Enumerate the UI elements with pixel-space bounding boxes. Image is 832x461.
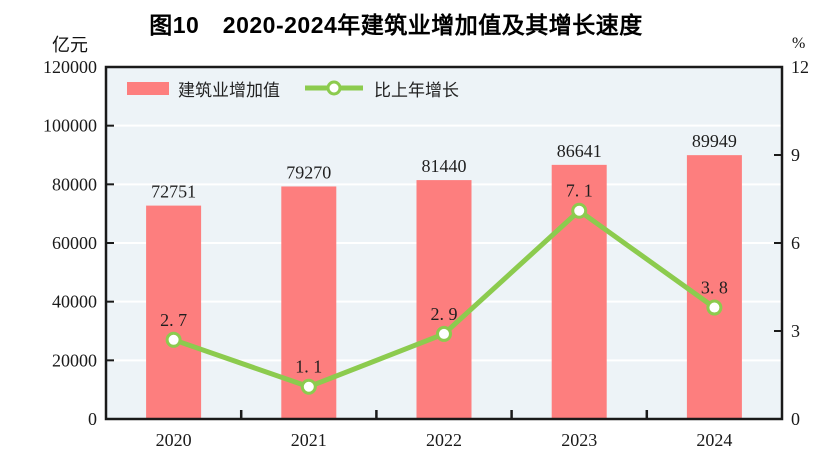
growth-point-label: 2. 7: [160, 310, 187, 330]
legend-bar-label: 建筑业增加值: [178, 80, 280, 100]
left-axis-tick-label: 120000: [43, 57, 97, 77]
growth-point-marker: [436, 325, 452, 342]
growth-point-label: 7. 1: [566, 181, 593, 201]
bar-value-label: 81440: [422, 156, 467, 176]
left-axis-tick-label: 40000: [52, 292, 97, 312]
legend-bar-swatch: [127, 81, 169, 95]
bar-value-label: 72751: [151, 182, 196, 202]
bar-value-label: 89949: [692, 131, 737, 151]
right-axis-tick-label: 12: [791, 57, 809, 77]
right-axis-tick-label: 6: [791, 233, 800, 253]
bar-2024: [686, 155, 742, 419]
x-axis-label-2020: 2020: [156, 430, 192, 450]
chart-title: 图10 2020-2024年建筑业增加值及其增长速度: [149, 12, 643, 38]
right-axis-tick-label: 0: [791, 409, 800, 429]
bar-value-label: 86641: [557, 141, 602, 161]
right-axis-tick-label: 9: [791, 145, 800, 165]
growth-point-marker: [571, 202, 588, 219]
bar-2020: [146, 205, 202, 419]
x-axis-label-2024: 2024: [696, 430, 732, 450]
legend: 建筑业增加值 比上年增长: [127, 75, 473, 101]
left-axis-tick-label: 20000: [52, 350, 97, 370]
left-axis-tick-label: 80000: [52, 174, 97, 194]
right-axis-tick-label: 3: [791, 321, 800, 341]
growth-point-label: 2. 9: [431, 304, 458, 324]
growth-point-marker: [706, 299, 723, 316]
bar-value-label: 79270: [286, 162, 331, 182]
growth-point-marker: [300, 378, 317, 395]
right-axis-unit-label: %: [792, 35, 806, 52]
legend-line-label: 比上年增长: [374, 80, 459, 100]
x-axis-label-2021: 2021: [291, 430, 327, 450]
growth-point-marker: [165, 331, 182, 348]
growth-point-label: 3. 8: [701, 278, 728, 298]
growth-point-label: 1. 1: [295, 357, 322, 377]
left-axis-tick-label: 0: [88, 409, 97, 429]
legend-line-swatch-icon: [305, 80, 363, 96]
x-axis-label-2023: 2023: [561, 430, 597, 450]
left-axis-tick-label: 100000: [43, 116, 97, 136]
x-axis-label-2022: 2022: [426, 430, 462, 450]
left-axis-unit-label: 亿元: [52, 35, 88, 55]
bar-2022: [416, 180, 472, 419]
left-axis-tick-label: 60000: [52, 233, 97, 253]
